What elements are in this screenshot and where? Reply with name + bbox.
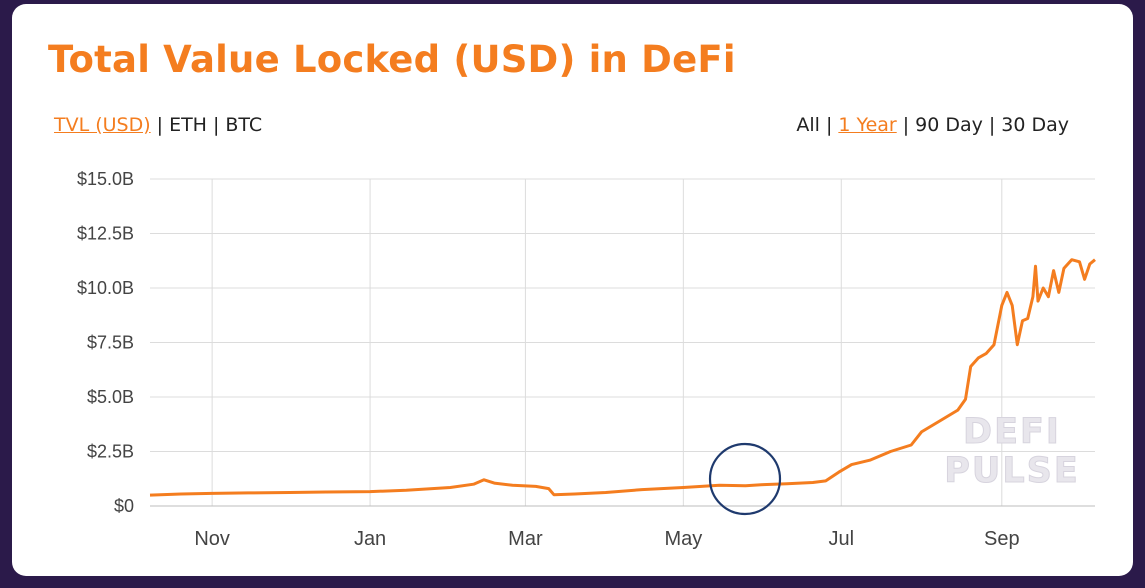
watermark-line1: DEFI bbox=[963, 412, 1061, 452]
x-tick-label: May bbox=[664, 528, 702, 550]
tvl-series-line[interactable] bbox=[149, 258, 1096, 497]
y-tick-label: $2.5B bbox=[87, 442, 134, 462]
chart-card: Total Value Locked (USD) in DeFi TVL (US… bbox=[12, 4, 1133, 576]
x-tick-label: Mar bbox=[508, 528, 543, 550]
separator: | bbox=[825, 114, 833, 136]
range-toggle-group: All | 1 Year | 90 Day | 30 Day bbox=[796, 114, 1069, 136]
chart-grid bbox=[150, 178, 1095, 507]
x-tick-label: Sep bbox=[984, 528, 1020, 550]
x-axis: Nov Jan Mar May Jul Sep bbox=[194, 528, 1019, 550]
metric-option-tvl[interactable]: TVL (USD) bbox=[54, 114, 151, 136]
x-tick-label: Jan bbox=[354, 528, 386, 550]
separator: | bbox=[988, 114, 996, 136]
y-tick-label: $0 bbox=[114, 496, 134, 516]
metric-option-btc[interactable]: BTC bbox=[225, 114, 263, 136]
x-tick-label: Nov bbox=[194, 528, 230, 550]
y-axis: $0 $2.5B $5.0B $7.5B $10.0B $12.5B $15.0B bbox=[77, 169, 134, 516]
metric-toggle-group: TVL (USD) | ETH | BTC bbox=[54, 114, 262, 136]
range-option-90-day[interactable]: 90 Day bbox=[915, 114, 983, 136]
y-tick-label: $5.0B bbox=[87, 387, 134, 407]
separator: | bbox=[212, 114, 220, 136]
watermark-line2: PULSE bbox=[944, 451, 1080, 491]
series-group[interactable] bbox=[149, 258, 1096, 497]
range-option-1-year[interactable]: 1 Year bbox=[838, 114, 897, 136]
y-tick-label: $10.0B bbox=[77, 278, 134, 298]
y-tick-label: $12.5B bbox=[77, 224, 134, 244]
page-title: Total Value Locked (USD) in DeFi bbox=[48, 38, 736, 81]
highlight-circle bbox=[708, 442, 782, 516]
separator: | bbox=[902, 114, 910, 136]
y-tick-label: $15.0B bbox=[77, 169, 134, 189]
x-tick-label: Jul bbox=[828, 528, 854, 550]
range-option-30-day[interactable]: 30 Day bbox=[1001, 114, 1069, 136]
separator: | bbox=[156, 114, 164, 136]
range-option-all[interactable]: All bbox=[796, 114, 820, 136]
y-tick-label: $7.5B bbox=[87, 333, 134, 353]
metric-option-eth[interactable]: ETH bbox=[169, 114, 207, 136]
